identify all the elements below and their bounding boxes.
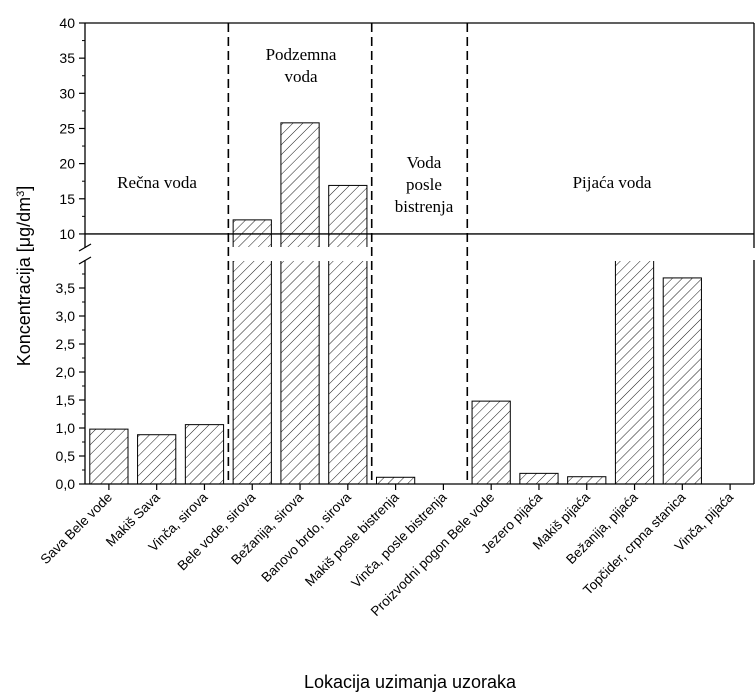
y-tick-label: 0,5	[56, 448, 76, 464]
bar-break-gap	[278, 247, 322, 261]
region-label: voda	[284, 67, 318, 86]
y-tick-label: 3,0	[56, 308, 76, 324]
bars-group	[89, 122, 702, 485]
y-tick-label: 2,0	[56, 364, 76, 380]
bar	[280, 122, 320, 485]
y-tick-label: 25	[59, 120, 75, 136]
y-axis-title-sup: 3	[15, 191, 27, 197]
y-tick-label: 10	[59, 226, 75, 242]
y-tick-label: 20	[59, 156, 75, 172]
y-axis-title-main: Koncentracija [μg/dm	[14, 197, 34, 366]
y-tick-label: 40	[59, 15, 75, 31]
region-label: Rečna voda	[117, 173, 197, 192]
bar	[184, 424, 225, 485]
region-label: Voda	[407, 153, 442, 172]
y-axis-title-end: ]	[14, 186, 34, 191]
axis-break-mark	[78, 243, 92, 252]
labels-group: Rečna voda Podzemna voda Voda posle bistrenja…	[117, 23, 652, 484]
bar-break-gap	[326, 247, 369, 261]
bar	[328, 184, 368, 485]
bar-break-gap	[231, 247, 274, 261]
y-tick-label: 1,0	[56, 420, 76, 436]
y-tick-label: 30	[59, 85, 75, 101]
x-tick-label: Banovo brdo, sirova	[258, 489, 354, 585]
region-label: bistrenja	[395, 197, 454, 216]
x-tick-label: Sava Bele vode	[38, 490, 115, 567]
y-tick-label: 1,5	[56, 392, 76, 408]
region-label: Pijaća voda	[573, 173, 652, 192]
x-tick-label: Makiš posle bistrenja	[302, 489, 402, 589]
bar-break-gap	[613, 247, 656, 261]
region-label: Podzemna	[266, 45, 337, 64]
x-tick-label: Vinča, posle bistrenja	[348, 489, 450, 591]
bar	[614, 247, 655, 485]
y-tick-label: 3,5	[56, 280, 76, 296]
y-axis-title: Koncentracija [μg/dm3]	[14, 186, 34, 367]
bar	[567, 476, 607, 485]
bar	[662, 277, 702, 485]
bar	[89, 428, 129, 485]
axis-break-mark	[78, 256, 92, 265]
y-tick-label: 35	[59, 50, 75, 66]
bar	[232, 219, 272, 485]
y-tick-label: 2,5	[56, 336, 76, 352]
bar	[375, 476, 416, 485]
bar	[471, 400, 511, 485]
x-axis-title: Lokacija uzimanja uzoraka	[304, 672, 517, 692]
y-tick-label: 15	[59, 191, 75, 207]
bar	[519, 472, 559, 485]
region-label: posle	[406, 175, 442, 194]
bar	[137, 434, 177, 485]
y-tick-label: 0,0	[56, 476, 76, 492]
